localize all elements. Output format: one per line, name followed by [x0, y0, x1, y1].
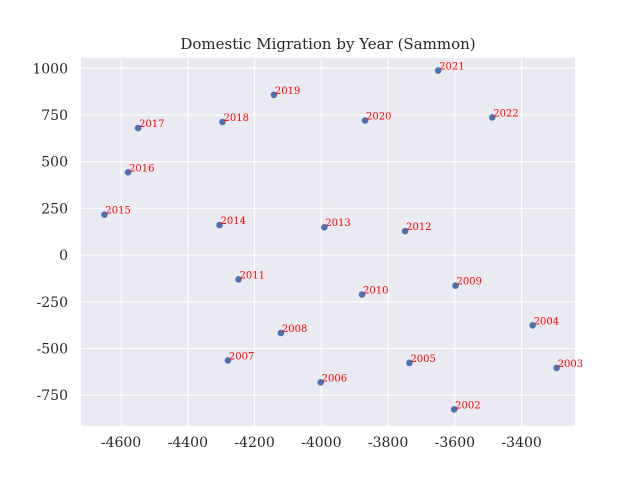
scatter-point	[406, 359, 413, 367]
point-year-label: 2019	[275, 86, 300, 97]
point-year-label: 2017	[139, 119, 164, 130]
scatter-point	[277, 329, 285, 337]
x-tick-label: -3400	[501, 435, 541, 451]
scatter-point	[321, 223, 328, 231]
scatter-point	[452, 282, 459, 290]
point-year-label: 2014	[221, 216, 246, 227]
scatter-point	[488, 114, 496, 121]
scatter-point	[235, 276, 242, 283]
point-year-label: 2018	[224, 113, 249, 124]
y-tick-label: -500	[37, 341, 68, 357]
x-tick-label: -4600	[101, 435, 141, 451]
scatter-point	[361, 117, 369, 124]
scatter-point	[270, 91, 278, 99]
x-tick-label: -3600	[435, 435, 475, 451]
point-year-label: 2004	[534, 316, 559, 327]
data-points: 2002 2003 2004 2005 2006 2007 2008 2009 2010 2011…	[101, 62, 583, 413]
x-axis-ticks: -4600 -4400 -4200 -4000 -3800 -3600 -3400	[101, 435, 542, 451]
point-year-label: 2012	[406, 222, 431, 233]
point-year-label: 2007	[229, 351, 254, 362]
scatter-point	[358, 291, 366, 298]
point-year-label: 2020	[366, 112, 391, 123]
scatter-point	[224, 357, 232, 364]
scatter-point	[434, 67, 442, 74]
scatter-point	[317, 378, 324, 386]
scatter-point	[553, 364, 560, 372]
y-tick-label: 500	[41, 155, 68, 171]
y-tick-label: 0	[59, 248, 68, 264]
grid-lines	[81, 58, 575, 426]
point-year-label: 2013	[325, 218, 350, 229]
y-tick-label: 1000	[32, 61, 68, 77]
chart-title: Domestic Migration by Year (Sammon)	[180, 35, 475, 53]
x-tick-label: -3800	[368, 435, 408, 451]
x-tick-label: -4400	[168, 435, 208, 451]
point-year-label: 2011	[240, 270, 265, 281]
x-tick-label: -4000	[301, 435, 341, 451]
y-tick-label: -750	[37, 388, 68, 404]
point-year-label: 2016	[129, 163, 154, 174]
point-year-label: 2022	[493, 108, 518, 119]
point-year-label: 2009	[457, 277, 482, 288]
point-year-label: 2006	[322, 373, 347, 384]
scatter-point	[219, 118, 226, 126]
point-year-label: 2010	[363, 285, 388, 296]
scatter-point	[529, 322, 536, 329]
point-year-label: 2015	[105, 206, 130, 217]
point-year-label: 2002	[455, 400, 480, 411]
x-tick-label: -4200	[234, 435, 274, 451]
scatter-point	[124, 169, 132, 176]
scatter-point	[216, 221, 223, 229]
y-tick-label: -250	[37, 295, 68, 311]
scatter-point	[450, 406, 458, 413]
point-year-label: 2005	[410, 354, 435, 365]
point-year-label: 2003	[558, 359, 583, 370]
scatter-point	[134, 124, 142, 132]
y-axis-ticks: 1000 750 500 250 0 -250 -500 -750	[32, 61, 68, 404]
y-tick-label: 250	[41, 201, 68, 217]
point-year-label: 2021	[439, 62, 464, 73]
scatter-point	[401, 227, 409, 235]
point-year-label: 2008	[282, 324, 307, 335]
y-tick-label: 750	[41, 108, 68, 124]
scatter-point	[101, 211, 108, 219]
